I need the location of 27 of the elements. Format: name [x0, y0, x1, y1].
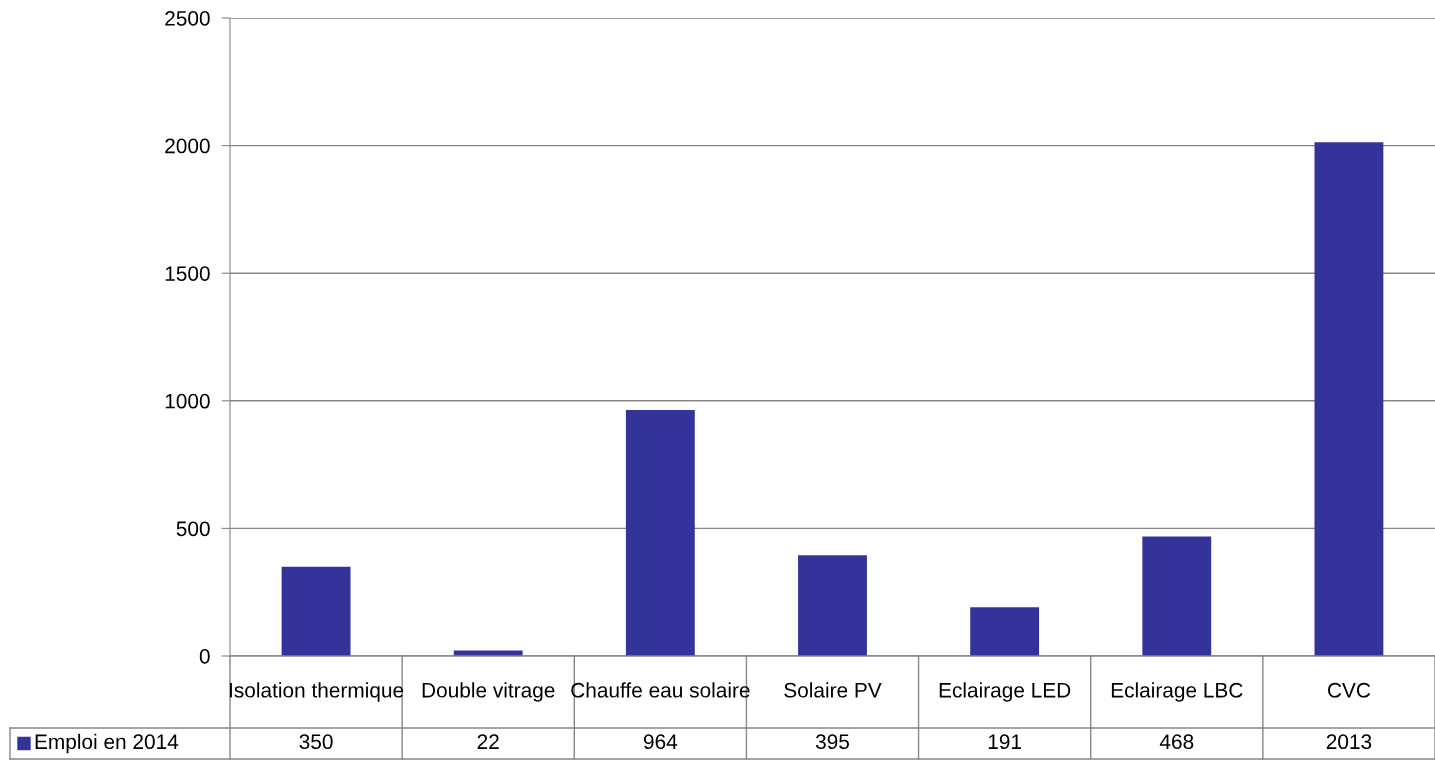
y-tick-label: 0 — [199, 649, 210, 664]
data-label: 2013 — [1326, 734, 1372, 750]
bar — [798, 555, 867, 656]
x-tick-label: Chauffe eau solaire — [571, 682, 750, 698]
data-label: 468 — [1159, 734, 1194, 750]
x-tick-label: Double vitrage — [422, 682, 555, 702]
x-tick-label: CVC — [1327, 682, 1371, 698]
data-label: 22 — [477, 734, 499, 749]
data-label: 350 — [299, 734, 333, 750]
data-label: 191 — [988, 734, 1022, 750]
y-tick-label: 500 — [176, 521, 210, 537]
x-tick-label: Eclairage LBC — [1111, 682, 1243, 702]
y-tick-label: 2000 — [165, 138, 210, 154]
y-tick-label: 2500 — [165, 11, 210, 26]
x-tick-label: Isolation thermique — [229, 682, 404, 702]
bar — [625, 409, 695, 656]
data-label: 964 — [643, 734, 678, 750]
bar — [970, 607, 1040, 656]
y-tick-label: 1500 — [165, 266, 210, 281]
data-label: 395 — [815, 734, 850, 750]
bar — [281, 566, 351, 656]
bar — [1314, 142, 1384, 656]
bar — [1142, 536, 1212, 656]
legend-label: Emploi en 2014 — [35, 733, 179, 754]
x-tick-label: Solaire PV — [784, 682, 882, 698]
x-tick-label: Eclairage LED — [939, 682, 1071, 702]
y-tick-label: 1000 — [165, 393, 210, 409]
